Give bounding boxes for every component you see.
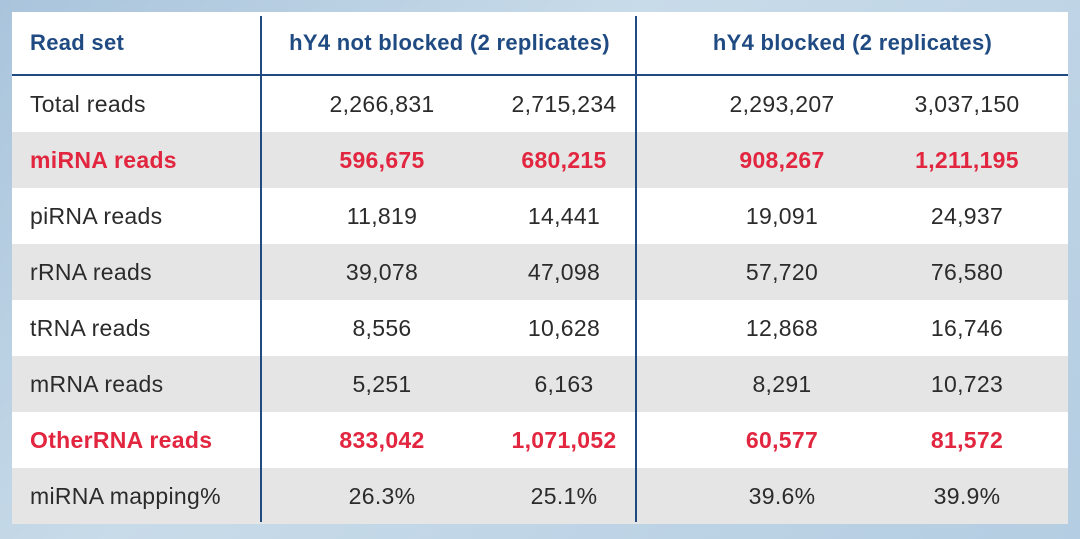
row-label: rRNA reads <box>30 258 152 285</box>
cell-value: 39.6% <box>748 482 816 509</box>
cell-value: 76,580 <box>930 258 1004 285</box>
cell-value: 596,675 <box>339 146 425 173</box>
table-row: miRNA mapping% 26.3% 25.1% 39.6% 39.9% <box>12 468 1068 524</box>
cell-value: 39,078 <box>345 258 419 285</box>
cell-value: 8,291 <box>752 370 812 397</box>
data-table: Read set hY4 not blocked (2 replicates) … <box>12 12 1068 524</box>
cell-value: 81,572 <box>930 426 1004 453</box>
row-label: mRNA reads <box>30 370 164 397</box>
row-label: miRNA reads <box>30 146 177 173</box>
cell-value: 24,937 <box>930 202 1004 229</box>
cell-value: 12,868 <box>745 314 819 341</box>
cell-value: 680,215 <box>521 146 607 173</box>
table-row: miRNA reads 596,675 680,215 908,267 1,21… <box>12 132 1068 188</box>
read-set-header: Read set <box>30 30 125 55</box>
cell-value: 10,723 <box>930 370 1004 397</box>
cell-value: 833,042 <box>339 426 425 453</box>
row-label: tRNA reads <box>30 314 151 341</box>
cell-value: 60,577 <box>745 426 819 453</box>
row-label: OtherRNA reads <box>30 426 213 453</box>
column-divider <box>635 16 637 522</box>
cell-value: 39.9% <box>933 482 1001 509</box>
cell-value: 10,628 <box>527 314 601 341</box>
row-label: miRNA mapping% <box>30 482 221 509</box>
cell-value: 2,715,234 <box>511 90 617 117</box>
cell-value: 11,819 <box>346 202 418 229</box>
cell-value: 25.1% <box>530 482 598 509</box>
cell-value: 16,746 <box>930 314 1004 341</box>
cell-value: 19,091 <box>745 202 819 229</box>
table-row: OtherRNA reads 833,042 1,071,052 60,577 … <box>12 412 1068 468</box>
cell-value: 3,037,150 <box>914 90 1020 117</box>
row-label: piRNA reads <box>30 202 163 229</box>
table-row: tRNA reads 8,556 10,628 12,868 16,746 <box>12 300 1068 356</box>
cell-value: 8,556 <box>352 314 412 341</box>
cell-value: 47,098 <box>527 258 601 285</box>
cell-value: 1,071,052 <box>511 426 617 453</box>
cell-value: 2,293,207 <box>729 90 835 117</box>
cell-value: 908,267 <box>739 146 825 173</box>
cell-value: 6,163 <box>534 370 594 397</box>
table-row: rRNA reads 39,078 47,098 57,720 76,580 <box>12 244 1068 300</box>
table-header-row: Read set hY4 not blocked (2 replicates) … <box>12 12 1068 76</box>
cell-value: 57,720 <box>745 258 819 285</box>
table-row: piRNA reads 11,819 14,441 19,091 24,937 <box>12 188 1068 244</box>
blocked-group-header: hY4 blocked (2 replicates) <box>712 30 993 55</box>
cell-value: 26.3% <box>348 482 416 509</box>
table-row: Total reads 2,266,831 2,715,234 2,293,20… <box>12 76 1068 132</box>
cell-value: 1,211,195 <box>915 146 1019 173</box>
column-divider <box>260 16 262 522</box>
row-label: Total reads <box>30 90 146 117</box>
cell-value: 5,251 <box>352 370 412 397</box>
cell-value: 14,441 <box>527 202 601 229</box>
not-blocked-group-header: hY4 not blocked (2 replicates) <box>289 30 610 55</box>
cell-value: 2,266,831 <box>329 90 435 117</box>
table-row: mRNA reads 5,251 6,163 8,291 10,723 <box>12 356 1068 412</box>
